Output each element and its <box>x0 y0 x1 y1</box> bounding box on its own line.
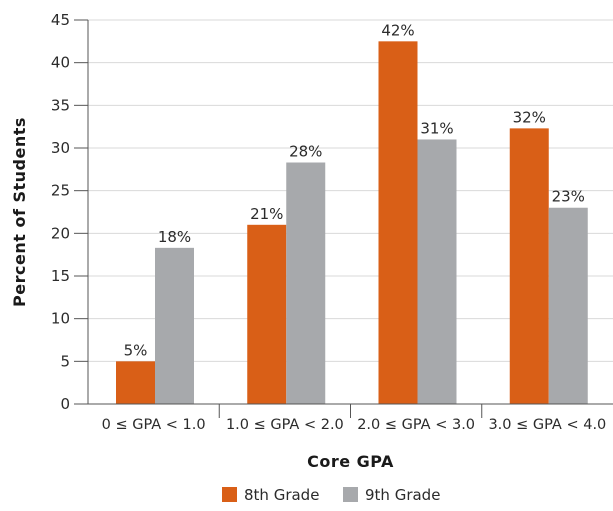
data-label: 18% <box>158 228 191 246</box>
x-axis-title: Core GPA <box>307 452 394 471</box>
data-label: 42% <box>381 21 414 39</box>
y-tick-label: 10 <box>51 310 70 328</box>
bar-8th-grade <box>509 128 549 404</box>
x-category-label: 2.0 ≤ GPA < 3.0 <box>357 417 475 433</box>
bar-9th-grade <box>286 162 326 404</box>
bar-9th-grade <box>548 207 588 404</box>
y-tick-label: 30 <box>51 139 70 157</box>
legend-swatch <box>222 487 237 502</box>
y-tick-label: 15 <box>51 267 70 285</box>
data-label: 28% <box>289 143 322 161</box>
bar-9th-grade <box>155 247 194 404</box>
legend: 8th Grade 9th Grade <box>222 486 440 504</box>
y-tick-label: 40 <box>51 54 70 72</box>
y-tick-label: 0 <box>60 395 70 413</box>
data-label: 5% <box>124 341 148 359</box>
legend-label: 8th Grade <box>244 486 319 504</box>
axes <box>74 19 613 418</box>
bars <box>116 41 588 404</box>
data-label: 21% <box>250 205 283 223</box>
bar-8th-grade <box>116 361 155 404</box>
bar-8th-grade <box>247 224 287 404</box>
y-tick-label: 25 <box>51 182 70 200</box>
data-label: 31% <box>420 119 453 137</box>
x-category-label: 3.0 ≤ GPA < 4.0 <box>488 417 606 433</box>
labels: 0 5 10 15 20 25 30 35 40 45 5% 18% 0 ≤ GPA < 1.0 21% 2… <box>51 11 606 433</box>
y-tick-label: 5 <box>60 352 70 370</box>
y-tick-label: 45 <box>51 11 70 29</box>
data-label: 32% <box>513 108 546 126</box>
legend-swatch <box>343 487 358 502</box>
y-tick-label: 20 <box>51 224 70 242</box>
x-category-label: 0 ≤ GPA < 1.0 <box>102 417 206 433</box>
y-tick-label: 35 <box>51 96 70 114</box>
legend-label: 9th Grade <box>365 486 440 504</box>
bar-8th-grade <box>378 41 418 404</box>
x-category-label: 1.0 ≤ GPA < 2.0 <box>226 417 344 433</box>
bar-9th-grade <box>417 139 457 404</box>
y-axis-title: Percent of Students <box>10 117 29 307</box>
data-label: 23% <box>552 188 585 206</box>
